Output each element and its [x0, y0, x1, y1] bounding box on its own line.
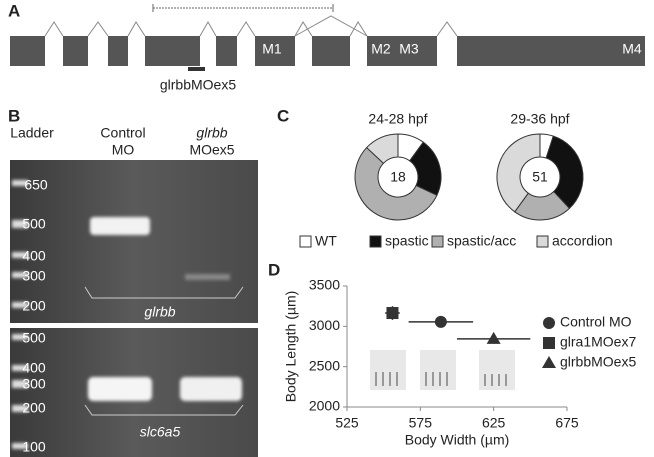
donut-center: 51 [532, 169, 548, 185]
lane-header: glrbb [196, 125, 227, 141]
y-tick-label: 2500 [309, 357, 340, 373]
donut-segment [545, 135, 584, 210]
morpholino-label: glrbbMOex5 [160, 77, 236, 93]
exon-label: M2 [371, 41, 391, 57]
ladder-label: 300 [22, 376, 46, 392]
exon-label: M1 [262, 41, 282, 57]
data-point [434, 315, 447, 328]
donut-title: 29-36 hpf [510, 111, 569, 127]
data-point [486, 331, 501, 344]
lane-header: Control [100, 125, 145, 141]
ladder-label: 500 [22, 216, 46, 232]
legend-label: WT [315, 233, 337, 249]
ladder-label: 100 [22, 439, 46, 455]
gene-label: slc6a5 [140, 424, 181, 440]
donut-title: 24-28 hpf [368, 111, 427, 127]
exon-label: M3 [399, 41, 419, 57]
ladder-label: 200 [22, 298, 46, 314]
lane-header: MO [112, 142, 135, 158]
ladder-label: 300 [22, 268, 46, 284]
lane-header: Ladder [10, 125, 54, 141]
x-tick-label: 675 [555, 415, 579, 431]
lane-header: MOex5 [189, 142, 234, 158]
x-tick-label: 625 [482, 415, 506, 431]
legend-label: glra1MOex7 [560, 334, 636, 350]
ladder-label: 400 [22, 248, 46, 264]
legend-label: spastic/acc [447, 233, 516, 249]
gene-label: glrbb [144, 304, 175, 320]
legend-swatch [536, 235, 549, 248]
donut-center: 18 [390, 169, 406, 185]
ladder-label: 200 [22, 400, 46, 416]
donut-segment [354, 146, 438, 221]
legend-marker [543, 317, 555, 329]
gel-image: 650 500 400 300 200 500 400 300 200 100 … [10, 160, 258, 457]
y-axis-label: Body Length (µm) [283, 291, 299, 403]
panel-label: C [277, 106, 289, 125]
panel-label: D [268, 260, 280, 279]
legend-label: spastic [385, 233, 429, 249]
donut-segment [365, 133, 399, 165]
ladder-label: 650 [24, 177, 48, 193]
y-tick-label: 3500 [309, 277, 340, 293]
y-tick-label: 2000 [309, 398, 340, 414]
legend-swatch [299, 235, 312, 248]
legend-marker [542, 356, 556, 368]
x-tick-label: 525 [335, 415, 359, 431]
legend-label: accordion [552, 233, 613, 249]
legend-label: Control MO [560, 314, 632, 330]
legend-swatch [369, 235, 382, 248]
legend-marker [543, 337, 555, 349]
panel-label: B [8, 106, 20, 125]
data-point [386, 307, 399, 320]
y-tick-label: 3000 [309, 317, 340, 333]
fish-images [370, 350, 515, 390]
gene-structure [10, 4, 645, 71]
legend-label: glrbbMOex5 [560, 354, 636, 370]
x-tick-label: 575 [409, 415, 433, 431]
exon-label: M4 [622, 41, 642, 57]
legend-swatch [431, 235, 444, 248]
ladder-label: 500 [22, 330, 46, 346]
donut-segment [496, 133, 541, 213]
ladder-label: 400 [22, 360, 46, 376]
x-axis-label: Body Width (µm) [405, 432, 510, 448]
panel-label: A [8, 1, 20, 20]
